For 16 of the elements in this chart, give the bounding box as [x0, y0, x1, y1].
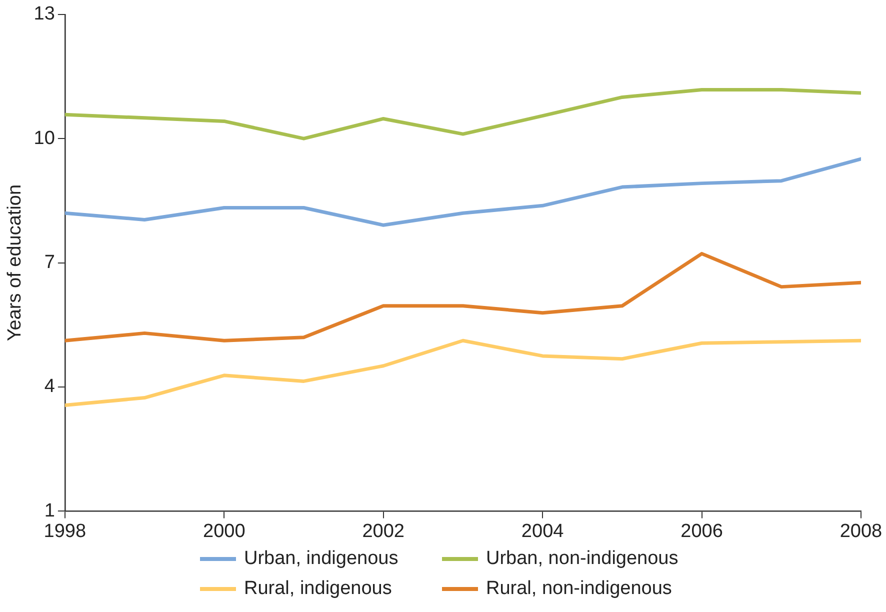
y-tick-label: 13 — [34, 4, 55, 25]
legend-label: Urban, indigenous — [244, 548, 398, 570]
y-tick-label: 10 — [34, 128, 55, 149]
x-tick-label: 2008 — [840, 520, 882, 542]
x-tick-label: 2002 — [362, 520, 404, 542]
y-axis-title: Years of education — [4, 184, 26, 342]
x-tick-label: 1998 — [44, 520, 86, 542]
x-tick-label: 2000 — [203, 520, 246, 542]
y-tick-label: 1 — [44, 500, 55, 522]
y-tick-label: 7 — [44, 252, 55, 274]
y-tick-label: 4 — [44, 376, 56, 398]
legend-label: Rural, non-indigenous — [486, 578, 672, 600]
x-tick-label: 2004 — [521, 520, 564, 542]
legend-label: Rural, indigenous — [244, 578, 392, 600]
x-tick-label: 2006 — [680, 520, 723, 542]
legend-label: Urban, non-indigenous — [486, 548, 678, 570]
